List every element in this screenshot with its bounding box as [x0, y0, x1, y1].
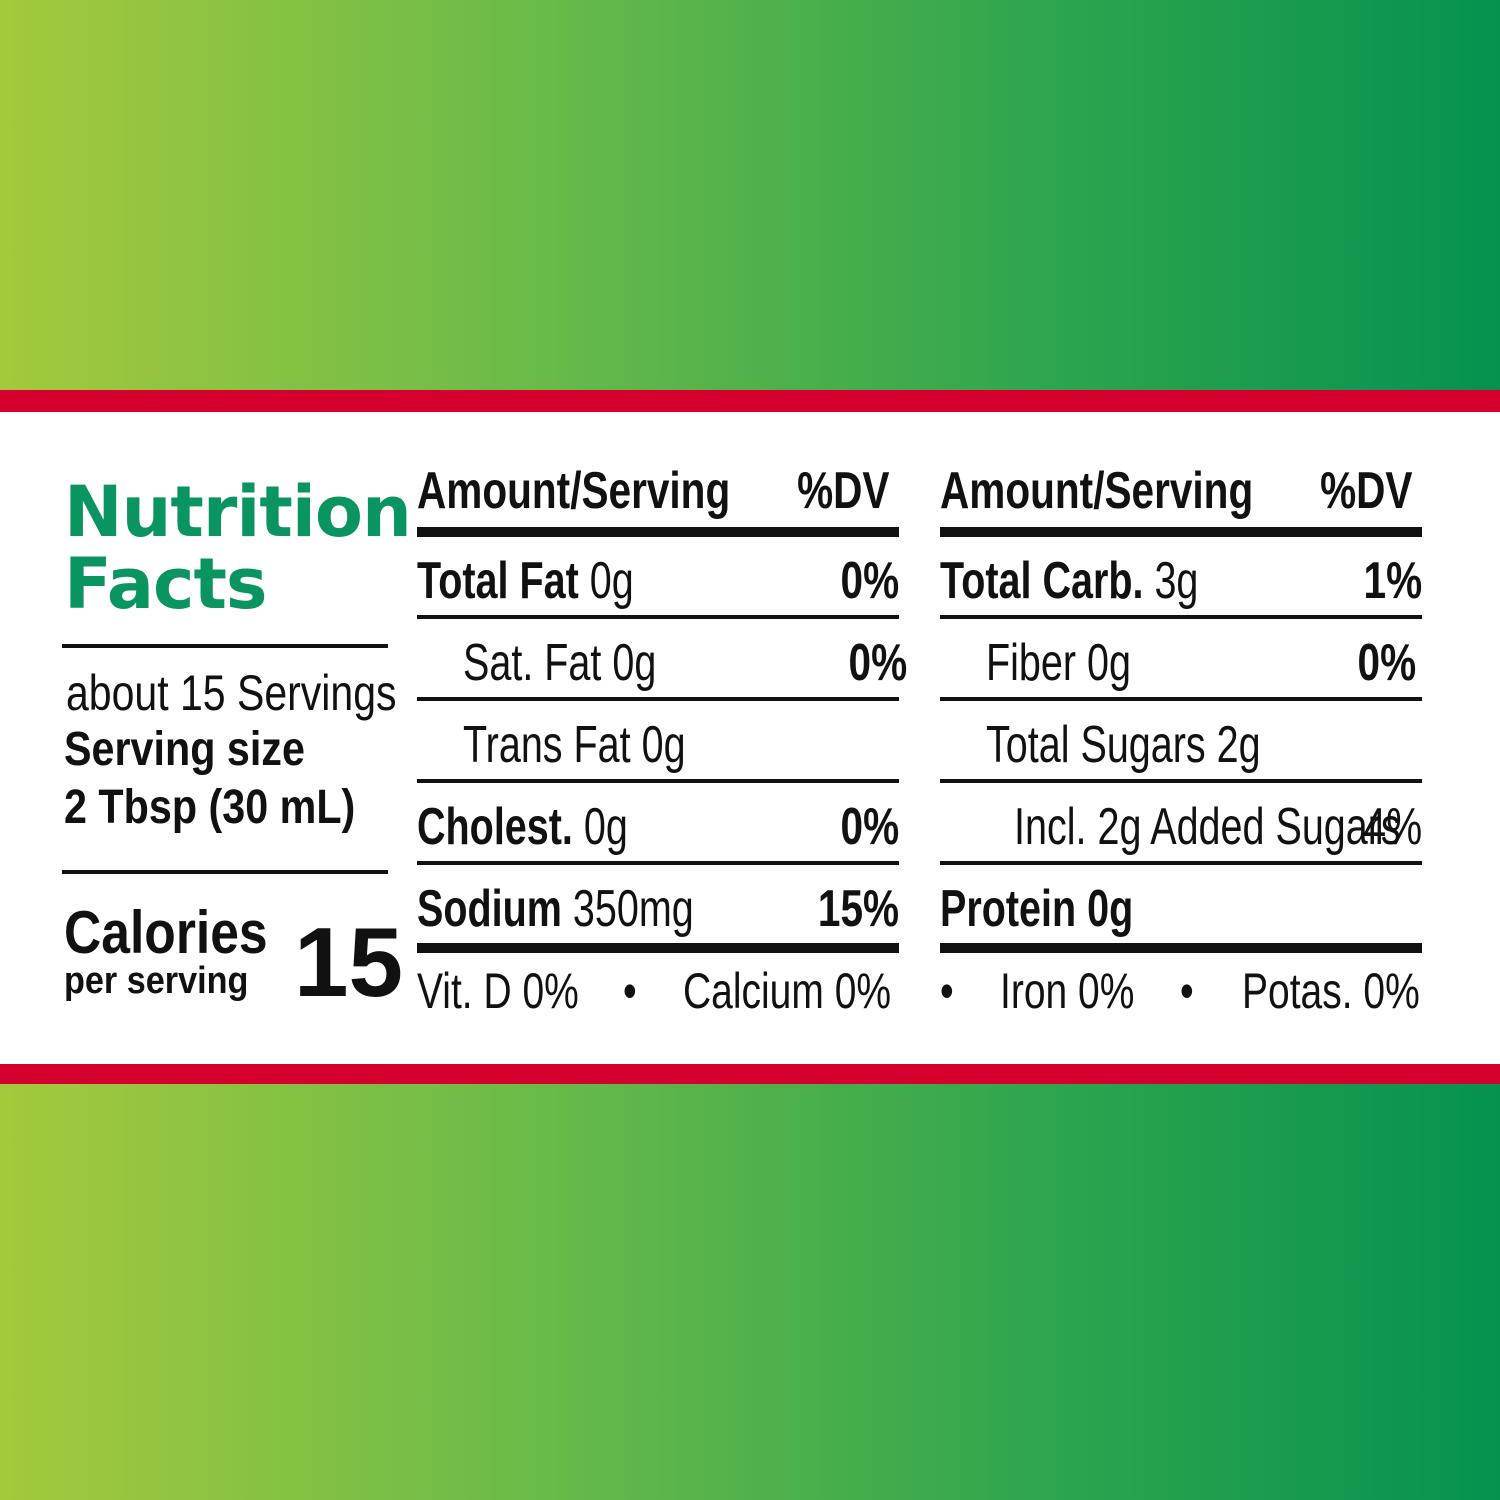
red-stripe-bottom [0, 1064, 1500, 1086]
nutrient-column-right: Amount/Serving %DV Total Carb. 3g 1% Fib… [940, 455, 1422, 953]
nutrient-name: Incl. 2g Added Sugars [1014, 798, 1401, 856]
nutrient-amount: 0g [641, 716, 686, 774]
nutrient-dv: 0% [840, 798, 899, 856]
iron: Iron 0% [1000, 963, 1135, 1019]
nutrient-column-left: Amount/Serving %DV Total Fat 0g 0% Sat. … [417, 455, 907, 953]
calories-value: 15 [294, 907, 404, 1017]
nutrient-amount: 350mg [572, 880, 694, 938]
vitamin-d: Vit. D 0% [417, 963, 579, 1019]
serving-size-label: Serving size [64, 723, 305, 776]
nutrient-name: Sodium [417, 880, 562, 938]
nutrient-name: Total Sugars [986, 716, 1206, 774]
nutrition-panel [0, 412, 1500, 1064]
column-header: Amount/Serving %DV [940, 455, 1422, 527]
micronutrients-left: Vit. D 0% • Calcium 0% [417, 962, 899, 1022]
nutrient-name: Total Carb. [940, 552, 1144, 610]
nutrient-dv: 0% [1357, 634, 1416, 692]
nutrient-name: Fiber [986, 634, 1077, 692]
nutrient-amount: 0g [589, 552, 634, 610]
bullet-separator: • [1180, 963, 1194, 1019]
nutrition-facts-title: Nutrition Facts [64, 471, 412, 625]
servings-count: about 15 Servings [66, 665, 397, 721]
calories-sublabel: per serving [64, 960, 249, 1002]
nutrient-amount: 0g [1087, 880, 1134, 938]
row-rule [940, 697, 1422, 701]
nutrient-row-total-fat: Total Fat 0g 0% [417, 537, 899, 615]
nutrient-row-sat-fat: Sat. Fat 0g 0% [417, 619, 907, 697]
title-line-1: Nutrition [64, 471, 412, 553]
nutrient-dv: 15% [817, 880, 899, 938]
nutrient-row-total-carb: Total Carb. 3g 1% [940, 537, 1422, 615]
nutrient-name: Sat. Fat [463, 634, 602, 692]
section-rule [417, 943, 899, 953]
nutrient-name: Total Fat [417, 552, 579, 610]
section-rule [940, 943, 1422, 953]
micronutrients-right: • Iron 0% • Potas. 0% [940, 962, 1422, 1022]
nutrient-row-sodium: Sodium 350mg 15% [417, 865, 899, 943]
row-rule [417, 779, 899, 783]
potassium: Potas. 0% [1242, 963, 1420, 1019]
title-line-2: Facts [64, 543, 268, 625]
nutrient-dv: 4% [1363, 798, 1422, 856]
nutrient-row-total-sugars: Total Sugars 2g [940, 701, 1422, 779]
nutrient-row-trans-fat: Trans Fat 0g [417, 701, 899, 779]
nutrient-dv: 1% [1363, 552, 1422, 610]
nutrient-name: Protein [940, 880, 1077, 938]
bullet-separator: • [940, 963, 954, 1019]
background-bottom [0, 1084, 1500, 1500]
nutrient-amount: 0g [612, 634, 657, 692]
nutrient-amount: 0g [1087, 634, 1131, 692]
dv-header: %DV [1319, 462, 1412, 520]
calcium: Calcium 0% [683, 963, 892, 1019]
row-rule [940, 861, 1422, 865]
red-stripe-top [0, 390, 1500, 412]
row-rule [940, 779, 1422, 783]
header-rule [417, 527, 899, 537]
row-rule [417, 697, 899, 701]
nutrient-row-protein: Protein 0g [940, 865, 1422, 943]
row-rule [417, 861, 899, 865]
row-rule [417, 615, 899, 619]
divider [62, 870, 388, 874]
nutrient-amount: 2g [1216, 716, 1261, 774]
serving-size-value: 2 Tbsp (30 mL) [64, 781, 356, 834]
calories-label: Calories [64, 899, 268, 966]
amount-serving-header: Amount/Serving [417, 462, 731, 520]
amount-serving-header: Amount/Serving [940, 462, 1254, 520]
nutrient-row-cholesterol: Cholest. 0g 0% [417, 783, 899, 861]
bullet-separator: • [623, 963, 637, 1019]
dv-header: %DV [796, 462, 889, 520]
row-rule [940, 615, 1422, 619]
nutrient-dv: 0% [848, 634, 907, 692]
nutrient-name: Cholest. [417, 798, 573, 856]
background-top [0, 0, 1500, 392]
divider [62, 644, 388, 648]
nutrient-row-fiber: Fiber 0g 0% [940, 619, 1422, 697]
nutrient-dv: 0% [840, 552, 899, 610]
nutrient-amount: 3g [1154, 552, 1199, 610]
header-rule [940, 527, 1422, 537]
column-header: Amount/Serving %DV [417, 455, 899, 527]
nutrient-amount: 0g [583, 798, 628, 856]
nutrient-row-added-sugars: Incl. 2g Added Sugars 4% [940, 783, 1422, 861]
nutrient-name: Trans Fat [463, 716, 631, 774]
